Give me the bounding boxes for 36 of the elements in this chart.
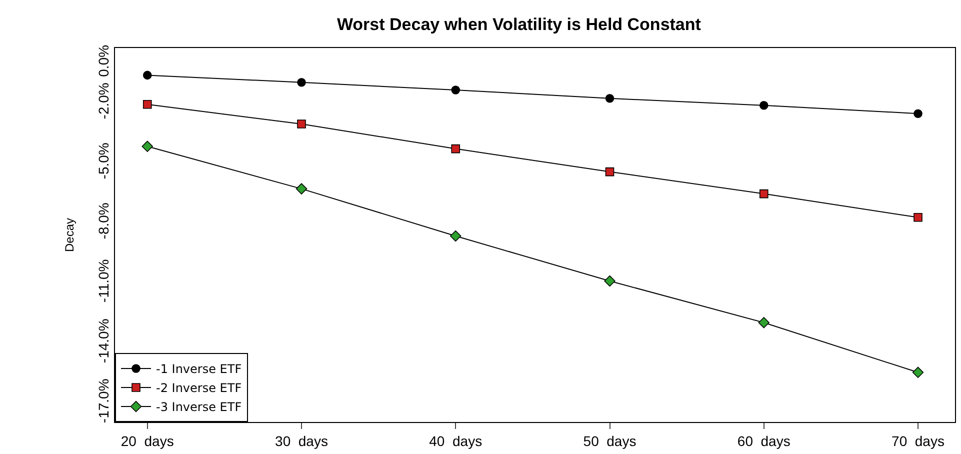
point [912, 366, 924, 378]
x-tick-label: 50 days [583, 432, 636, 449]
point [914, 213, 922, 222]
point [451, 144, 460, 154]
x-tick-label: 60 days [737, 432, 790, 449]
point [759, 189, 768, 198]
point [450, 230, 462, 242]
point [142, 70, 152, 80]
legend-label: -3 Inverse ETF [156, 400, 242, 414]
point [604, 275, 616, 287]
y-tick-label: -14.0% [95, 318, 112, 364]
point [297, 120, 306, 128]
point [605, 167, 614, 176]
x-tick-label: 40 days [429, 432, 482, 449]
y-tick-label: 0.0% [95, 44, 112, 77]
legend-label: -2 Inverse ETF [156, 381, 242, 396]
y-axis-title: Decay [62, 218, 77, 252]
x-tick-label: 30 days [275, 432, 328, 449]
point [758, 317, 770, 328]
point [451, 86, 460, 94]
x-tick-label: 20 days [120, 432, 174, 449]
y-tick-label: -11.0% [95, 259, 112, 303]
point [605, 94, 614, 103]
point [297, 78, 306, 87]
point [759, 101, 768, 110]
y-tick-label: -17.0% [95, 378, 112, 424]
point [914, 109, 922, 118]
y-tick-label: -8.0% [95, 202, 112, 240]
legend-label: -1 Inverse ETF [156, 362, 242, 376]
chart-title: Worst Decay when Volatility is Held Constant [336, 15, 702, 34]
x-tick-label: 70 days [892, 432, 944, 449]
point [142, 100, 152, 109]
point [142, 140, 153, 152]
y-tick-label: -2.0% [95, 82, 112, 120]
point [296, 183, 308, 194]
y-tick-label: -5.0% [95, 142, 112, 180]
